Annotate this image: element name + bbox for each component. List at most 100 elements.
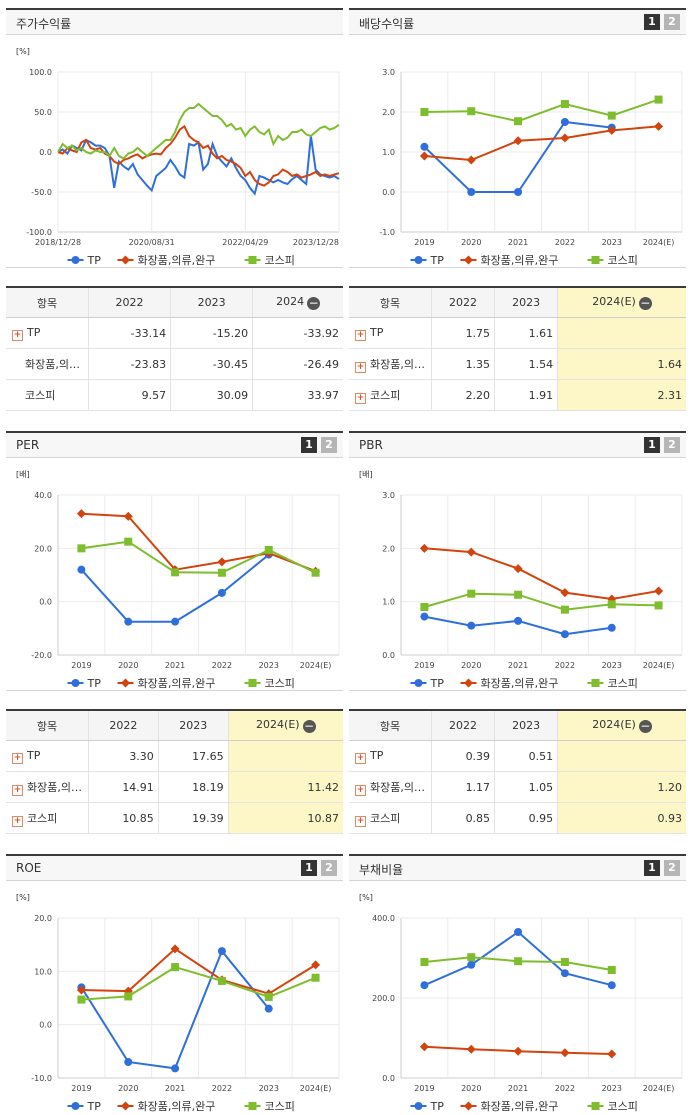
x-tick-label: 2022 [212,661,232,670]
data-point [466,1044,476,1054]
data-point [654,601,663,610]
legend-marker [121,678,130,688]
series-line [57,124,340,187]
unit-label: [배] [359,470,373,479]
data-point [514,188,523,196]
x-tick-label: 2019 [414,661,434,670]
panel-header: PBR 1 2 [349,431,686,458]
per-table: 항목 2022 2023 2024(E) − + TP 3.30 17.65 + 화장… [6,709,343,834]
legend-label: TP [87,254,102,267]
view-1-button[interactable]: 1 [644,860,660,876]
row-name[interactable]: + 코스피 [349,802,432,834]
table-row: + TP -33.14 -15.20 -33.92 [6,317,343,349]
x-tick-label: 2020 [461,661,481,670]
pbr-chart: [배] 3.0 2.0 1.0 0.0 2019 2020 2021 2022 2023 2024(… [349,459,686,691]
data-point [217,588,226,597]
view-2-button[interactable]: 2 [321,437,337,453]
dividend-table: 항목 2022 2023 2024(E) − + TP 1.75 1.61 + 화장품… [349,286,686,411]
expand-icon[interactable]: + [12,329,23,341]
expand-icon[interactable]: + [12,815,23,827]
view-1-button[interactable]: 1 [644,437,660,453]
cell: 17.65 [158,740,229,772]
view-1-button[interactable]: 1 [301,860,317,876]
cell: -30.45 [170,348,254,380]
legend-label: 화장품,의류,완구 [138,254,216,267]
panel-pbr: PBR 1 2 [배] 3.0 2.0 1.0 0.0 2019 2020 2021 2022 2… [349,431,686,691]
legend-label: TP [87,677,102,690]
legend-label: TP [430,677,445,690]
expand-icon[interactable]: + [12,784,23,796]
header-2023: 2023 [494,286,559,318]
row-name[interactable]: + TP [6,740,89,772]
row-name[interactable]: + 화장품,의… [6,771,89,803]
data-point [217,976,226,985]
data-point [420,981,429,990]
view-2-button[interactable]: 2 [664,860,680,876]
cell: 2.31 [557,379,686,411]
x-tick-label: 2019 [71,1084,91,1093]
view-1-button[interactable]: 1 [644,14,660,30]
expand-icon[interactable]: + [12,752,23,764]
unit-label: [배] [16,470,30,479]
series-line [81,512,316,573]
view-1-button[interactable]: 1 [301,437,317,453]
legend-marker [248,1102,257,1110]
view-2-button[interactable]: 2 [664,437,680,453]
data-point [124,992,133,1001]
data-point [124,1058,133,1066]
legend-label: TP [430,254,445,267]
row-name[interactable]: + TP [6,317,89,349]
y-tick-label: 10.0 [34,967,52,976]
row-name[interactable]: + 코스피 [6,802,89,834]
panel-title: ROE [16,861,42,875]
row-name[interactable]: + 화장품,의… [349,348,432,380]
data-point [311,960,321,970]
per-chart: [배] 40.0 20.0 0.0 -20.0 2019 2020 2021 2022 2023 2… [6,459,343,691]
view-2-button[interactable]: 2 [664,14,680,30]
expand-icon[interactable]: + [355,752,366,764]
row-name[interactable]: + TP [349,317,432,349]
cell: 1.91 [494,379,559,411]
view-2-button[interactable]: 2 [321,860,337,876]
expand-icon[interactable]: + [355,815,366,827]
table-row: + TP 0.39 0.51 [349,740,686,772]
expand-icon[interactable]: + [355,329,366,341]
collapse-icon[interactable]: − [638,296,652,310]
data-point [560,1048,570,1058]
legend-marker [414,256,423,264]
collapse-icon[interactable]: − [302,719,316,733]
series-line [424,125,659,162]
expand-icon[interactable]: + [355,392,366,404]
expand-icon[interactable]: + [355,361,366,373]
row-name[interactable]: + 화장품,의… [349,771,432,803]
panel-title: 주가수익률 [16,17,72,31]
data-point [467,953,476,962]
legend-marker [464,1101,473,1111]
expand-icon[interactable]: + [355,784,366,796]
panel-header: ROE 1 2 [6,854,343,881]
panel-divider [6,267,343,268]
header-item: 항목 [6,709,89,741]
cell: 1.64 [557,348,686,380]
data-point [560,605,569,614]
collapse-icon[interactable]: − [638,719,652,733]
row-name[interactable]: + 코스피 [349,379,432,411]
y-tick-label: 50.0 [34,108,52,117]
row-name[interactable]: + TP [349,740,432,772]
data-point [171,963,180,972]
legend-marker [414,679,423,687]
legend-label: 코스피 [608,677,638,690]
cell [557,740,686,772]
header-2024: 2024− [252,286,343,318]
collapse-icon[interactable]: − [307,296,321,310]
cell: -33.14 [88,317,172,349]
x-tick-label: 2021 [508,661,528,670]
roe-chart-svg: [%] 20.0 10.0 0.0 -10.0 2019 2020 2021 2022 2023 2… [16,893,340,1113]
data-point [607,623,616,632]
row-name: 화장품,의… [6,348,89,380]
panel-per: PER 1 2 [배] 40.0 20.0 0.0 -20.0 2019 2020 2021 2… [6,431,343,691]
pbr-chart-svg: [배] 3.0 2.0 1.0 0.0 2019 2020 2021 2022 2023 2024(… [359,470,683,690]
y-tick-label: 20.0 [34,544,52,553]
series-line [81,966,316,1001]
x-tick-label: 2023 [602,238,622,247]
